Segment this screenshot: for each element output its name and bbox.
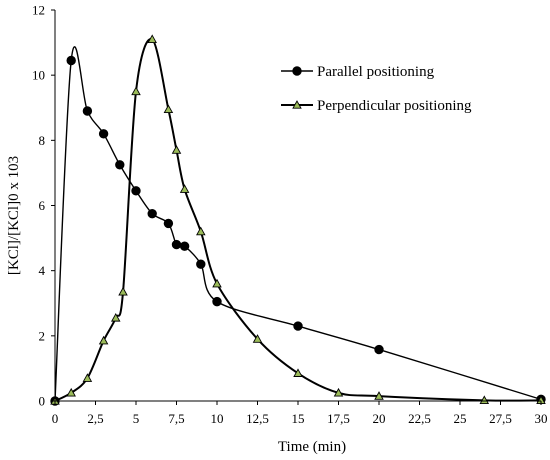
series-parallel <box>50 46 546 406</box>
x-tick-label: 15 <box>292 411 305 426</box>
x-tick-label: 0 <box>52 411 59 426</box>
x-tick-label: 12,5 <box>246 411 269 426</box>
data-point-parallel <box>196 259 206 269</box>
legend-label-perpendicular: Perpendicular positioning <box>317 98 472 114</box>
data-point-perpendicular <box>118 286 128 296</box>
data-point-perpendicular <box>252 334 263 343</box>
x-tick-label: 25 <box>454 411 467 426</box>
x-tick-label: 10 <box>211 411 224 426</box>
legend-marker-parallel <box>292 66 302 76</box>
data-point-perpendicular <box>82 373 93 382</box>
series-layer <box>50 34 546 406</box>
data-point-parallel <box>82 106 93 116</box>
y-tick-label: 0 <box>39 394 46 409</box>
y-tick-label: 4 <box>39 263 46 278</box>
data-point-parallel <box>115 160 125 170</box>
data-point-parallel <box>98 129 109 139</box>
data-point-perpendicular <box>196 226 206 236</box>
data-point-perpendicular <box>171 145 182 154</box>
series-perpendicular <box>50 34 546 405</box>
data-point-perpendicular <box>98 335 109 345</box>
y-axis-label: [KCl]/[KCl]0 x 103 <box>6 156 22 275</box>
legend-marker-perpendicular <box>292 100 302 109</box>
data-point-parallel <box>163 218 174 229</box>
data-point-perpendicular <box>131 86 141 96</box>
data-point-parallel <box>131 186 141 196</box>
legend-label-parallel: Parallel positioning <box>317 64 435 80</box>
data-point-parallel <box>293 321 303 331</box>
data-point-parallel <box>147 208 157 219</box>
data-point-perpendicular <box>110 312 121 322</box>
x-tick-layer: 0 2,5 5 7,5 10 12,5 15 17,5 20 22,5 25 27,5 30 <box>52 401 548 426</box>
series-line-perpendicular <box>54 38 542 402</box>
y-tick-label: 6 <box>39 198 46 213</box>
y-tick-label: 8 <box>39 133 46 148</box>
x-tick-label: 27,5 <box>489 411 512 426</box>
data-point-perpendicular <box>293 368 303 377</box>
data-point-perpendicular <box>212 278 222 288</box>
y-tick-label: 2 <box>39 328 46 343</box>
x-tick-label: 22,5 <box>408 411 431 426</box>
x-tick-label: 20 <box>373 411 386 426</box>
y-tick-label: 10 <box>32 68 45 83</box>
data-point-perpendicular <box>479 395 490 404</box>
data-point-perpendicular <box>374 391 384 400</box>
x-tick-label: 17,5 <box>327 411 350 426</box>
data-point-perpendicular <box>66 387 76 397</box>
data-point-perpendicular <box>163 104 174 114</box>
data-point-perpendicular <box>333 387 344 397</box>
data-point-parallel <box>374 344 384 355</box>
x-tick-label: 2,5 <box>87 411 103 426</box>
legend: Parallel positioning Perpendicular posit… <box>281 64 472 114</box>
data-point-perpendicular <box>179 184 190 193</box>
data-point-parallel <box>179 241 190 251</box>
x-tick-label: 5 <box>133 411 140 426</box>
data-point-parallel <box>66 55 76 66</box>
data-point-perpendicular <box>147 34 157 43</box>
x-axis-label: Time (min) <box>278 439 346 455</box>
data-point-parallel <box>171 239 182 250</box>
data-point-parallel <box>212 296 222 307</box>
y-tick-label: 12 <box>32 3 45 18</box>
x-tick-label: 7,5 <box>168 411 184 426</box>
x-tick-label: 30 <box>535 411 548 426</box>
y-tick-layer: 0 2 4 6 8 10 12 <box>32 3 55 409</box>
